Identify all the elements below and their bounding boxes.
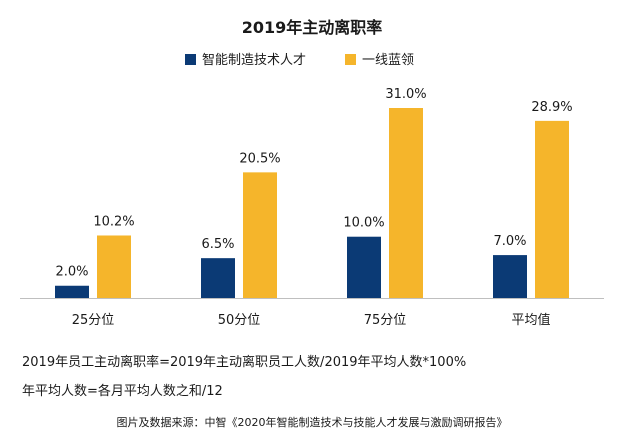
average-note: 年平均人数=各月平均人数之和/12 <box>22 384 223 399</box>
data-label-1-2: 6.5% <box>201 237 234 252</box>
bar-2-1 <box>97 235 131 298</box>
legend-label-2: 一线蓝领 <box>362 53 414 68</box>
bar-2-2 <box>243 172 277 298</box>
source-note: 图片及数据来源：中智《2020年智能制造技术与技能人才发展与激励调研报告》 <box>116 416 508 429</box>
x-tick-label-1: 25分位 <box>72 313 115 328</box>
legend-swatch-2 <box>345 54 356 65</box>
data-label-2-4: 28.9% <box>531 100 572 115</box>
bar-2-4 <box>535 120 569 298</box>
data-label-1-1: 2.0% <box>55 265 88 280</box>
x-tick-label-4: 平均值 <box>511 312 550 328</box>
data-label-2-1: 10.2% <box>93 214 134 229</box>
bar-chart: 智能制造技术人才 一线蓝领 2.0% 10.2% 25分位 6.5% 20.5% 50分位 10… <box>20 53 604 328</box>
bar-1-1 <box>55 285 89 298</box>
x-tick-label-3: 75分位 <box>364 313 407 328</box>
bar-1-2 <box>201 258 235 298</box>
legend-swatch-1 <box>185 54 196 65</box>
chart-title: 2019年主动离职率 <box>241 18 383 37</box>
data-label-2-3: 31.0% <box>385 87 426 102</box>
bar-2-3 <box>389 108 423 298</box>
data-label-1-4: 7.0% <box>493 234 526 249</box>
data-label-1-3: 10.0% <box>343 216 384 231</box>
legend-label-1: 智能制造技术人才 <box>202 53 306 68</box>
bar-1-4 <box>493 255 527 298</box>
x-tick-label-2: 50分位 <box>218 313 261 328</box>
bar-1-3 <box>347 236 381 298</box>
formula-note: 2019年员工主动离职率=2019年主动离职员工人数/2019年平均人数*100… <box>22 355 467 370</box>
data-label-2-2: 20.5% <box>239 151 280 166</box>
